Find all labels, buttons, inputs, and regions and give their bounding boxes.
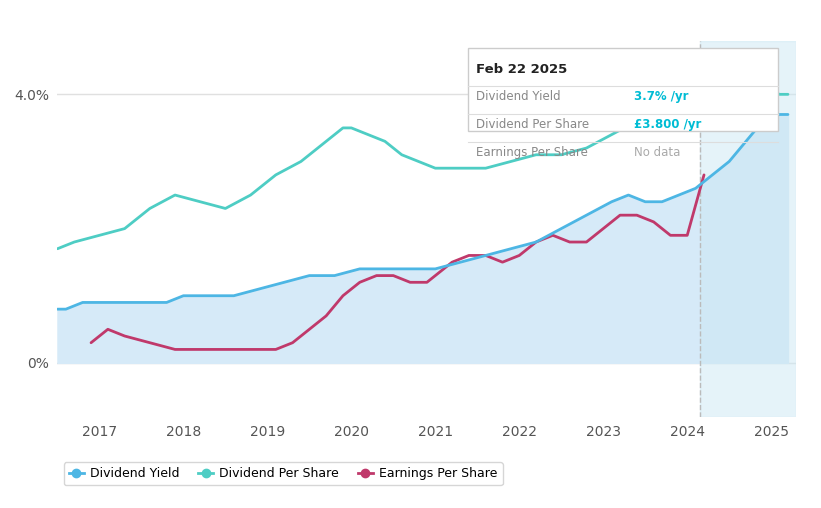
Text: 3.7% /yr: 3.7% /yr: [634, 89, 688, 103]
Text: Past: Past: [736, 75, 762, 87]
Text: Dividend Yield: Dividend Yield: [476, 89, 561, 103]
Legend: Dividend Yield, Dividend Per Share, Earnings Per Share: Dividend Yield, Dividend Per Share, Earn…: [64, 462, 502, 486]
Text: Feb 22 2025: Feb 22 2025: [476, 63, 567, 76]
Bar: [699, 41, 796, 417]
Text: £3.800 /yr: £3.800 /yr: [634, 118, 701, 131]
FancyBboxPatch shape: [468, 48, 778, 131]
Text: Dividend Per Share: Dividend Per Share: [476, 118, 589, 131]
Text: Earnings Per Share: Earnings Per Share: [476, 146, 589, 159]
Text: No data: No data: [634, 146, 680, 159]
